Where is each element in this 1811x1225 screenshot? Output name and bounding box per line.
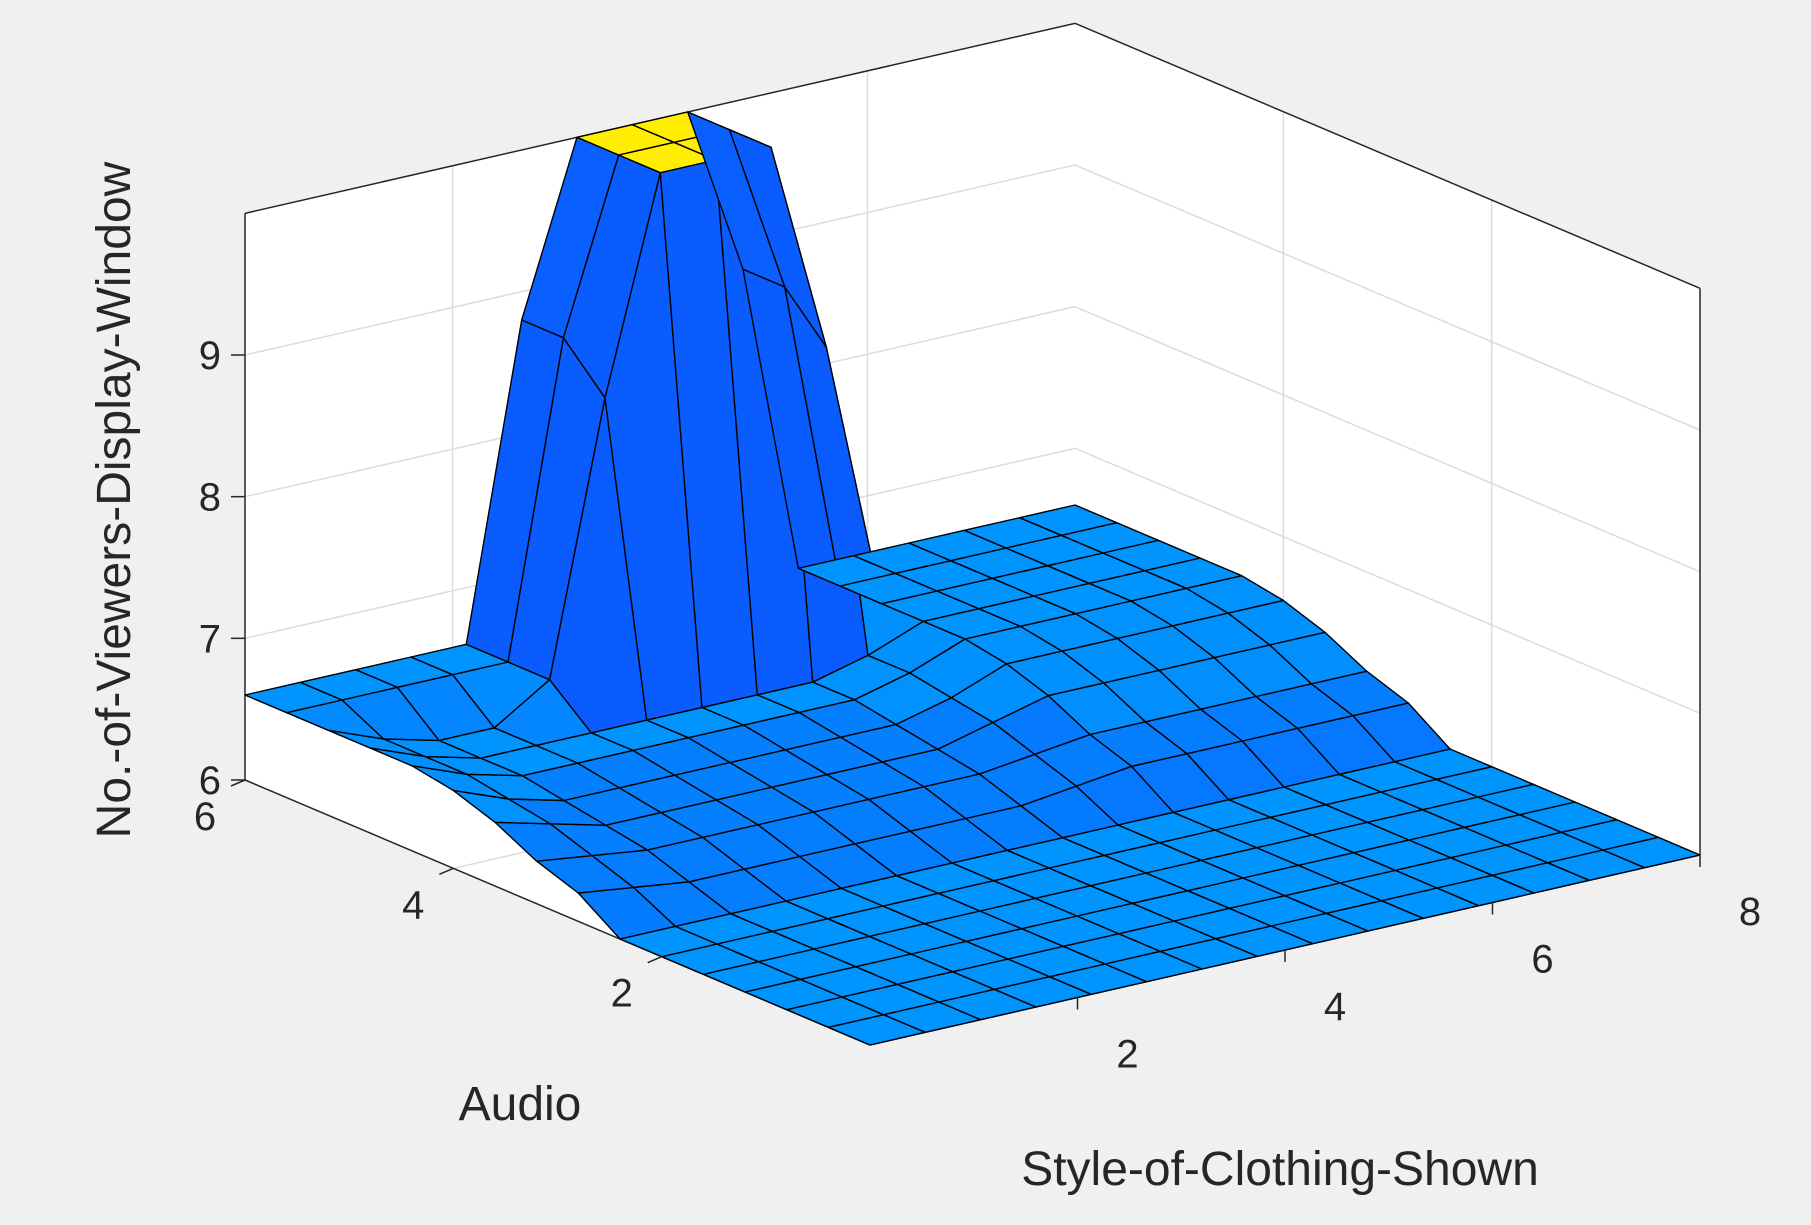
- y-tick-label: 6: [194, 795, 216, 839]
- z-axis-title: No.-of-Viewers-Display-Window: [88, 161, 141, 838]
- z-tick-label: 6: [199, 759, 221, 803]
- surface-cell: [1019, 504, 1118, 536]
- y-tick-label: 4: [402, 883, 424, 927]
- grid-line-right-z: [1074, 164, 1701, 431]
- z-tick-label: 8: [199, 476, 221, 520]
- x-tick-label: 8: [1739, 890, 1761, 934]
- x-tick-label: 4: [1324, 985, 1346, 1029]
- z-tick-label: 7: [199, 617, 221, 661]
- y-tick-mark: [647, 955, 662, 964]
- y-axis-title: Audio: [459, 1078, 582, 1131]
- x-tick-label: 2: [1116, 1033, 1138, 1077]
- grid-line-right-z: [1074, 305, 1701, 573]
- y-tick-label: 2: [611, 972, 633, 1016]
- z-tick-label: 9: [199, 334, 221, 378]
- y-tick-mark: [230, 779, 246, 787]
- tick-marks: [230, 354, 1701, 1010]
- surface: [244, 111, 1701, 1046]
- x-tick-label: 6: [1531, 938, 1553, 982]
- x-axis-title: Style-of-Clothing-Shown: [1021, 1143, 1539, 1196]
- grid-line-right-z: [1074, 447, 1701, 715]
- y-tick-mark: [439, 867, 454, 876]
- box-edge-top-right: [1074, 22, 1701, 290]
